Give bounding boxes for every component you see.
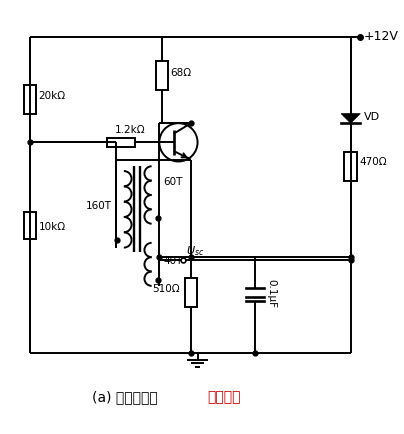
Polygon shape <box>341 115 360 124</box>
Text: $U_{sc}$: $U_{sc}$ <box>185 243 204 257</box>
Text: 1.2kΩ: 1.2kΩ <box>115 125 146 135</box>
Text: 60T: 60T <box>164 176 183 186</box>
Text: 20kΩ: 20kΩ <box>39 91 66 101</box>
Text: VD: VD <box>364 112 380 122</box>
Text: (a) 共集电极间: (a) 共集电极间 <box>92 390 158 404</box>
Text: 470Ω: 470Ω <box>359 157 387 167</box>
Bar <box>107 138 135 148</box>
Text: 歇振荡器: 歇振荡器 <box>207 390 241 404</box>
Bar <box>24 86 36 115</box>
Text: 0.1μF: 0.1μF <box>267 279 276 307</box>
Bar <box>156 62 168 91</box>
Text: 68Ω: 68Ω <box>170 67 191 77</box>
Text: 160T: 160T <box>86 200 112 210</box>
Bar <box>345 153 357 181</box>
Text: 10kΩ: 10kΩ <box>39 221 66 231</box>
Bar <box>24 213 36 240</box>
Text: +12V: +12V <box>364 30 399 43</box>
Bar <box>185 279 197 307</box>
Text: 40T: 40T <box>164 255 183 265</box>
Text: 510Ω: 510Ω <box>153 283 180 293</box>
